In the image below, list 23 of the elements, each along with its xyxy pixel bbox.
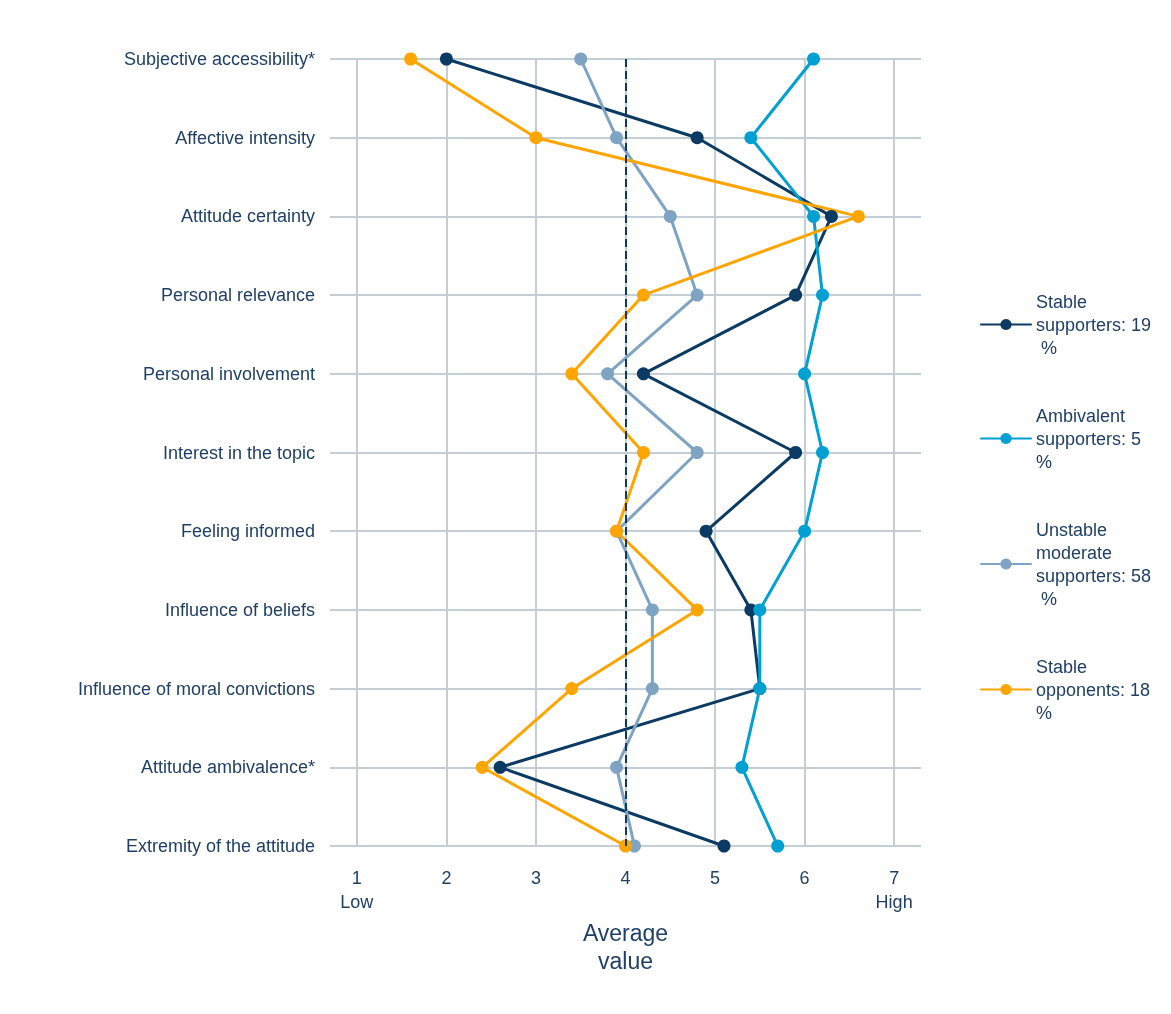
x-tick-label: 1 Low [340, 868, 375, 912]
y-tick-label: Personal relevance [160, 285, 315, 306]
y-tick-label: Influence of moral convictions [77, 678, 315, 699]
y-tick-label: Interest in the topic [162, 442, 315, 463]
y-tick-label: Subjective accessibility* [123, 49, 315, 69]
y-tick-label: Extremity of the attitude [125, 836, 315, 856]
y-tick-label: Personal involvement [142, 363, 315, 384]
legend-label: Stable opponents: 18 % [1036, 656, 1156, 723]
y-tick-label: Attitude ambivalence* [140, 757, 315, 778]
y-tick-label: Influence of beliefs [164, 599, 315, 620]
y-tick-label: Feeling informed [180, 521, 315, 542]
legend-label: Unstable moderate supporters: 58 % [1036, 519, 1152, 609]
legend-label: Stable supporters: 19 % [1036, 291, 1152, 358]
x-tick-label: 2 [441, 868, 452, 888]
x-tick-label: 5 [710, 868, 721, 888]
legend-label: Ambivalent supporters: 5 % [1036, 405, 1147, 472]
y-tick-label: Attitude certainty [180, 206, 315, 227]
y-tick-label: Affective intensity [175, 127, 315, 148]
x-axis-title: Average value [582, 919, 669, 974]
x-tick-label: 6 [799, 868, 810, 888]
x-tick-label: 3 [530, 868, 541, 888]
x-tick-label: 4 [620, 868, 631, 888]
x-tick-label: 7 High [875, 868, 913, 912]
